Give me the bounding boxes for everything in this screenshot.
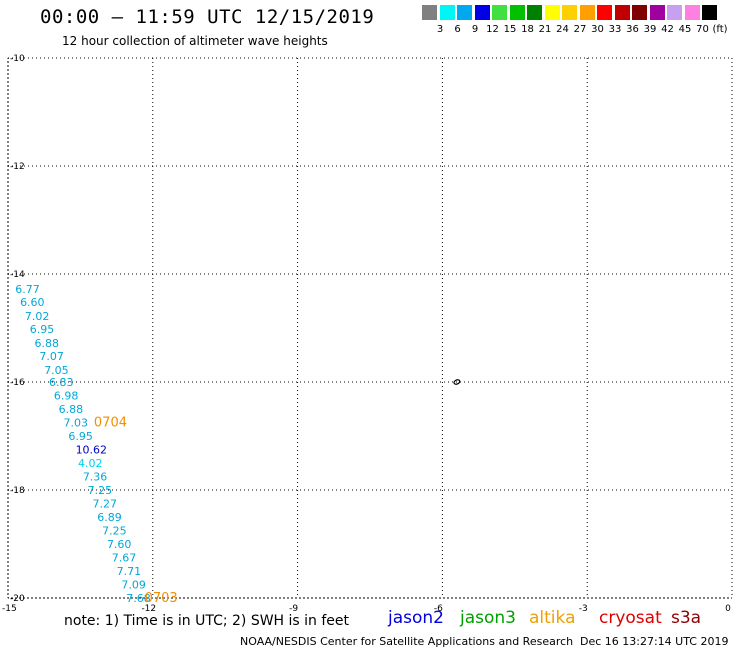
legend-swatch (614, 5, 630, 20)
legend-label: 12 (486, 24, 499, 35)
legend-swatch (492, 5, 507, 20)
legend-swatch (474, 5, 490, 20)
swh-observation: 6.88 (35, 337, 60, 350)
map-title: 00:00 — 11:59 UTC 12/15/2019 (40, 6, 375, 28)
legend-label: 27 (573, 24, 587, 35)
swh-observation: 7.07 (39, 350, 64, 363)
swh-observation: 7.27 (92, 498, 117, 511)
swh-observation: 7.68 (126, 592, 150, 605)
satellite-altika: altika (529, 608, 576, 628)
lon-tick-label: -15 (2, 604, 17, 614)
legend-swatch (527, 5, 542, 20)
legend-label: 36 (626, 24, 639, 35)
swh-observation: 7.25 (88, 484, 113, 497)
legend-swatch (702, 5, 717, 20)
lon-tick-label: -6 (434, 604, 443, 614)
lat-tick-label: -12 (10, 162, 25, 172)
legend-label: 24 (556, 24, 569, 35)
satellite-jason2: jason2 (388, 608, 444, 628)
swh-observation: 6.77 (15, 283, 39, 296)
satellite-s3a: s3a (671, 608, 702, 628)
legend-label: 6 (454, 24, 461, 35)
lon-tick-label: -3 (579, 604, 588, 614)
swh-observation: 6.83 (49, 376, 74, 389)
legend-swatch (457, 5, 472, 20)
swh-observation: 6.88 (59, 403, 84, 416)
swh-observation: 6.95 (68, 430, 93, 443)
credit-line: NOAA/NESDIS Center for Satellite Applica… (240, 635, 574, 648)
legend-swatch (667, 5, 682, 20)
legend-label: 18 (521, 24, 534, 35)
legend-label: 15 (503, 24, 517, 35)
swh-observation: 10.62 (76, 444, 108, 457)
lon-tick-label: 0 (725, 604, 731, 614)
legend-label: 9 (471, 24, 479, 35)
legend-swatch (509, 5, 525, 20)
legend-label: 21 (538, 24, 552, 35)
swh-observation: 7.02 (25, 310, 50, 323)
swh-observation: 6.98 (54, 390, 79, 403)
swh-observation: 4.02 (78, 457, 103, 470)
lat-tick-label: -14 (10, 270, 25, 280)
lat-tick-label: -16 (10, 378, 25, 388)
legend-label: 45 (678, 24, 692, 35)
legend-swatch (562, 5, 577, 20)
swh-observation: 7.05 (44, 364, 68, 377)
swh-observation: 7.03 (64, 417, 89, 430)
pass-time-label: 0704 (94, 416, 127, 431)
lon-tick-label: -9 (289, 604, 298, 614)
legend-label: 33 (608, 24, 622, 35)
legend-swatch (684, 5, 700, 20)
legend-swatch (579, 5, 595, 20)
legend-label: 42 (661, 24, 674, 35)
satellite-cryosat: cryosat (599, 608, 662, 628)
swh-observation: 6.89 (97, 511, 122, 524)
island-outline (453, 379, 461, 385)
legend-label: 3 (436, 24, 444, 35)
legend-swatch (439, 5, 455, 20)
legend-label: (ft) (712, 24, 728, 35)
legend-label: 30 (591, 24, 604, 35)
legend-label: 39 (643, 24, 657, 35)
swh-observation: 7.09 (121, 579, 146, 592)
legend-swatch (544, 5, 560, 20)
legend-swatch (632, 5, 647, 20)
legend-swatch (649, 5, 665, 20)
pass-time-label: 0703 (145, 591, 178, 606)
legend-swatch (422, 5, 437, 20)
swh-observation: 7.60 (107, 538, 131, 551)
swh-observation: 6.95 (30, 323, 55, 336)
lon-tick-label: -12 (141, 604, 156, 614)
units-note: note: 1) Time is in UTC; 2) SWH is in fe… (64, 613, 350, 629)
lat-tick-label: -10 (10, 54, 25, 64)
swh-observation: 7.71 (117, 565, 142, 578)
swh-observation: 7.25 (102, 525, 127, 538)
legend-swatch (597, 5, 612, 20)
swh-observation: 6.60 (20, 296, 45, 309)
satellite-jason3: jason3 (460, 608, 516, 628)
generation-timestamp: Dec 16 13:27:14 UTC 2019 (580, 635, 729, 648)
swh-observation: 7.67 (112, 552, 137, 565)
lat-tick-label: -20 (10, 594, 25, 604)
swh-observation: 7.36 (83, 471, 108, 484)
map-subtitle: 12 hour collection of altimeter wave hei… (62, 34, 328, 48)
lat-tick-label: -18 (10, 486, 25, 496)
legend-label: 70 (696, 24, 709, 35)
